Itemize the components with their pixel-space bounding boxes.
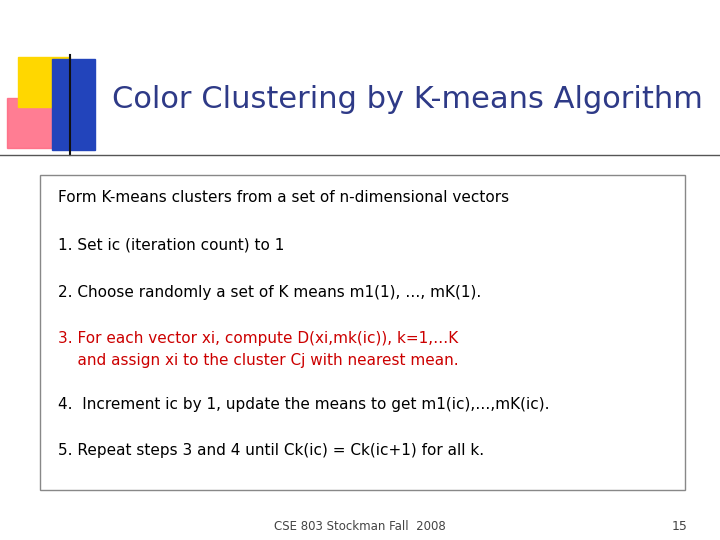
Bar <box>52 59 95 150</box>
Text: 15: 15 <box>672 520 688 533</box>
Text: 2. Choose randomly a set of K means m1(1), …, mK(1).: 2. Choose randomly a set of K means m1(1… <box>58 286 481 300</box>
Text: and assign xi to the cluster Cj with nearest mean.: and assign xi to the cluster Cj with nea… <box>58 353 459 368</box>
Text: Color Clustering by K-means Algorithm: Color Clustering by K-means Algorithm <box>112 85 703 114</box>
Text: CSE 803 Stockman Fall  2008: CSE 803 Stockman Fall 2008 <box>274 520 446 533</box>
Text: Form K-means clusters from a set of n-dimensional vectors: Form K-means clusters from a set of n-di… <box>58 191 509 206</box>
Text: 4.  Increment ic by 1, update the means to get m1(ic),…,mK(ic).: 4. Increment ic by 1, update the means t… <box>58 397 549 413</box>
Bar <box>7 98 59 148</box>
Text: 3. For each vector xi, compute D(xi,mk(ic)), k=1,…K: 3. For each vector xi, compute D(xi,mk(i… <box>58 330 458 346</box>
Text: 1. Set ic (iteration count) to 1: 1. Set ic (iteration count) to 1 <box>58 238 284 253</box>
Text: 5. Repeat steps 3 and 4 until Ck(ic) = Ck(ic+1) for all k.: 5. Repeat steps 3 and 4 until Ck(ic) = C… <box>58 442 484 457</box>
FancyBboxPatch shape <box>40 175 685 490</box>
Bar <box>18 57 70 107</box>
